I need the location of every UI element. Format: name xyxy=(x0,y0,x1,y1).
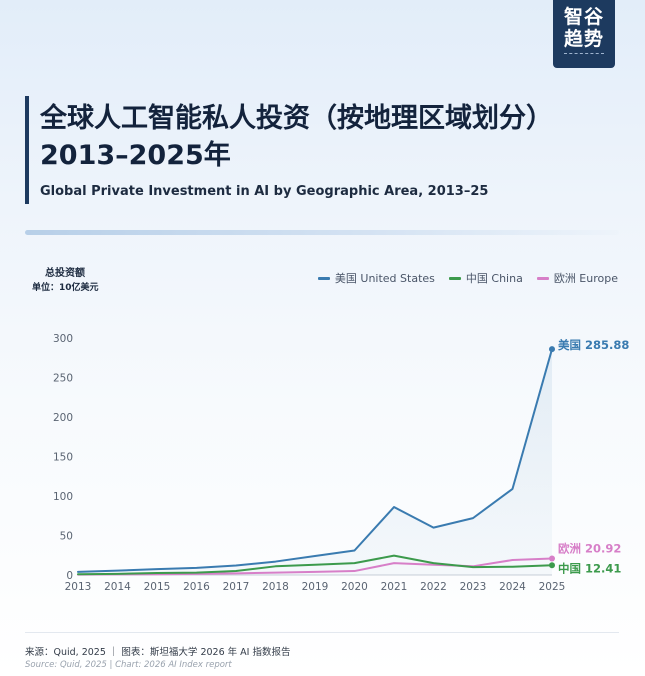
data-point-china xyxy=(549,562,555,569)
y-tick-label: 50 xyxy=(60,531,73,543)
y-axis-ticks: 0 50 100 150 200 250 300 xyxy=(53,333,73,582)
legend-item-china: 中国 China xyxy=(448,270,523,286)
chart-subtitle: Global Private Investment in AI by Geogr… xyxy=(40,184,489,199)
brand-logo-line1: 智谷 xyxy=(563,6,604,28)
end-label-china: 中国 12.41 xyxy=(558,561,621,575)
x-tick-label: 2023 xyxy=(460,581,487,593)
brand-logo: 智谷 趋势 xyxy=(553,0,615,68)
x-tick-label: 2013 xyxy=(65,581,92,593)
x-tick-label: 2022 xyxy=(420,581,447,593)
x-tick-label: 2021 xyxy=(381,581,408,593)
chart-series xyxy=(77,346,555,576)
y-axis-unit: 单位：10亿美元 xyxy=(32,283,99,293)
y-tick-label: 100 xyxy=(53,491,73,503)
header-divider xyxy=(25,230,619,235)
y-axis-label: 总投资额 xyxy=(45,268,85,279)
end-label-europe: 欧洲 20.92 xyxy=(558,541,621,555)
x-tick-label: 2025 xyxy=(539,581,566,593)
x-tick-label: 2016 xyxy=(183,581,210,593)
footer-divider xyxy=(25,632,619,633)
x-tick-label: 2024 xyxy=(499,581,526,593)
source-note-en: Source: Quid, 2025 | Chart: 2026 AI Inde… xyxy=(25,660,232,670)
x-tick-label: 2014 xyxy=(104,581,131,593)
legend-item-us: 美国 United States xyxy=(317,270,435,286)
title-accent-bar xyxy=(25,96,29,204)
brand-logo-line2: 趋势 xyxy=(563,28,604,50)
x-tick-label: 2015 xyxy=(144,581,171,593)
x-axis-ticks: 2013 2014 2015 2016 2017 2018 2019 2020 2021 2022… xyxy=(65,581,566,593)
legend-label-europe: 欧洲 Europe xyxy=(553,272,618,285)
end-label-us: 美国 285.88 xyxy=(558,338,629,352)
x-tick-label: 2017 xyxy=(223,581,250,593)
end-labels: 美国 285.88 欧洲 20.92 中国 12.41 xyxy=(558,338,629,575)
legend-label-us: 美国 United States xyxy=(334,272,435,285)
x-tick-label: 2018 xyxy=(262,581,289,593)
y-tick-label: 0 xyxy=(66,570,73,582)
source-note-zh: 来源：Quid, 2025 ｜ 图表：斯坦福大学 2026 年 AI 指数报告 xyxy=(25,647,291,658)
y-tick-label: 300 xyxy=(53,333,73,345)
chart-title: 全球人工智能私人投资（按地理区域划分）2013–2025年 xyxy=(40,103,553,171)
series-area-us xyxy=(78,349,552,575)
chart-legend: 美国 United States 中国 China 欧洲 Europe xyxy=(317,270,618,286)
y-tick-label: 150 xyxy=(53,452,73,464)
legend-item-europe: 欧洲 Europe xyxy=(536,270,618,286)
legend-label-china: 中国 China xyxy=(465,272,523,285)
data-point-europe xyxy=(549,555,555,562)
x-tick-label: 2019 xyxy=(302,581,329,593)
y-tick-label: 250 xyxy=(53,373,73,385)
x-tick-label: 2020 xyxy=(341,581,368,593)
brand-logo-dots xyxy=(564,53,604,54)
data-point-us xyxy=(549,346,555,353)
legend-swatch-us xyxy=(317,276,330,280)
legend-swatch-china xyxy=(448,276,461,280)
y-tick-label: 200 xyxy=(53,412,73,424)
legend-swatch-europe xyxy=(536,276,549,280)
